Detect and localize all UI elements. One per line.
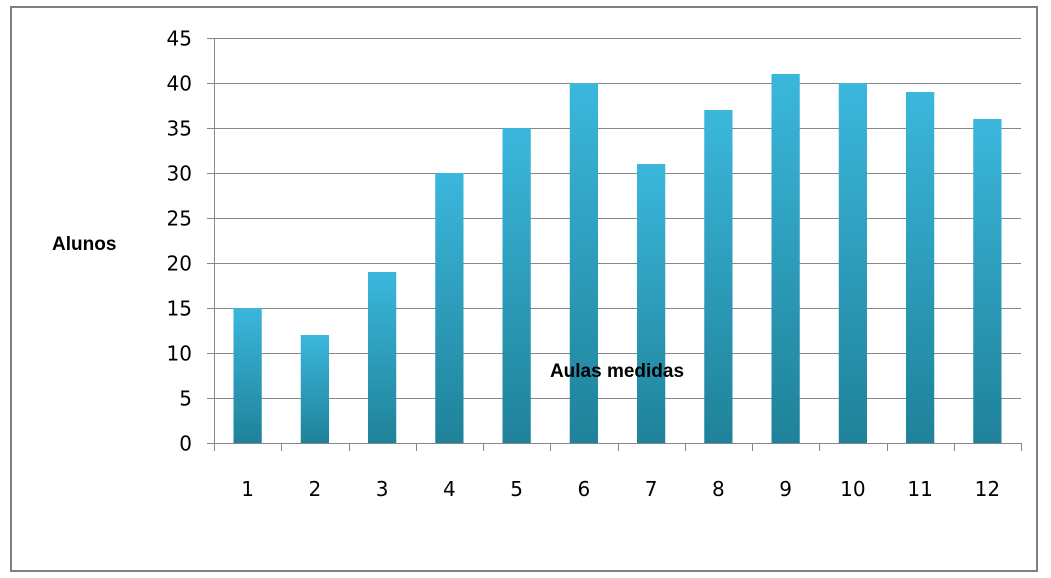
y-tick-label: 5 bbox=[179, 387, 192, 411]
y-tick-label: 35 bbox=[167, 117, 192, 141]
bar-5 bbox=[502, 128, 531, 443]
x-tick-labels: 1 2 3 4 5 6 7 8 9 10 11 12 bbox=[241, 477, 1000, 501]
bar-3 bbox=[368, 272, 397, 443]
bar-12 bbox=[973, 119, 1002, 443]
x-tick-label: 11 bbox=[907, 477, 932, 501]
axes bbox=[207, 38, 1022, 451]
x-tick-label: 9 bbox=[779, 477, 792, 501]
y-tick-label: 40 bbox=[167, 72, 192, 96]
y-tick-label: 10 bbox=[167, 342, 192, 366]
y-tick-label: 15 bbox=[167, 297, 192, 321]
y-tick-label: 0 bbox=[179, 432, 192, 456]
bar-11 bbox=[906, 92, 935, 443]
y-axis-title: Alunos bbox=[52, 234, 116, 255]
x-tick-label: 6 bbox=[578, 477, 591, 501]
x-tick-label: 4 bbox=[443, 477, 456, 501]
x-tick-label: 7 bbox=[645, 477, 658, 501]
bars bbox=[233, 74, 1002, 443]
x-axis-title: Aulas medidas bbox=[550, 361, 684, 382]
x-tick-label: 10 bbox=[840, 477, 865, 501]
bar-6 bbox=[569, 83, 598, 443]
bar-10 bbox=[838, 83, 867, 443]
gridlines bbox=[214, 38, 1021, 399]
y-tick-label: 25 bbox=[167, 207, 192, 231]
y-tick-label: 20 bbox=[167, 252, 192, 276]
y-tick-labels: 0 5 10 15 20 25 30 35 40 45 bbox=[167, 27, 192, 456]
bar-8 bbox=[704, 110, 733, 443]
x-tick-label: 8 bbox=[712, 477, 725, 501]
bar-1 bbox=[233, 308, 262, 443]
bar-2 bbox=[300, 335, 329, 443]
x-tick-label: 2 bbox=[309, 477, 322, 501]
x-tick-label: 12 bbox=[975, 477, 1000, 501]
y-tick-label: 30 bbox=[167, 162, 192, 186]
y-tick-label: 45 bbox=[167, 27, 192, 51]
x-tick-label: 3 bbox=[376, 477, 389, 501]
bar-7 bbox=[637, 164, 666, 443]
bar-4 bbox=[435, 173, 464, 443]
x-tick-label: 1 bbox=[241, 477, 254, 501]
bar-9 bbox=[771, 74, 800, 443]
x-tick-label: 5 bbox=[510, 477, 523, 501]
